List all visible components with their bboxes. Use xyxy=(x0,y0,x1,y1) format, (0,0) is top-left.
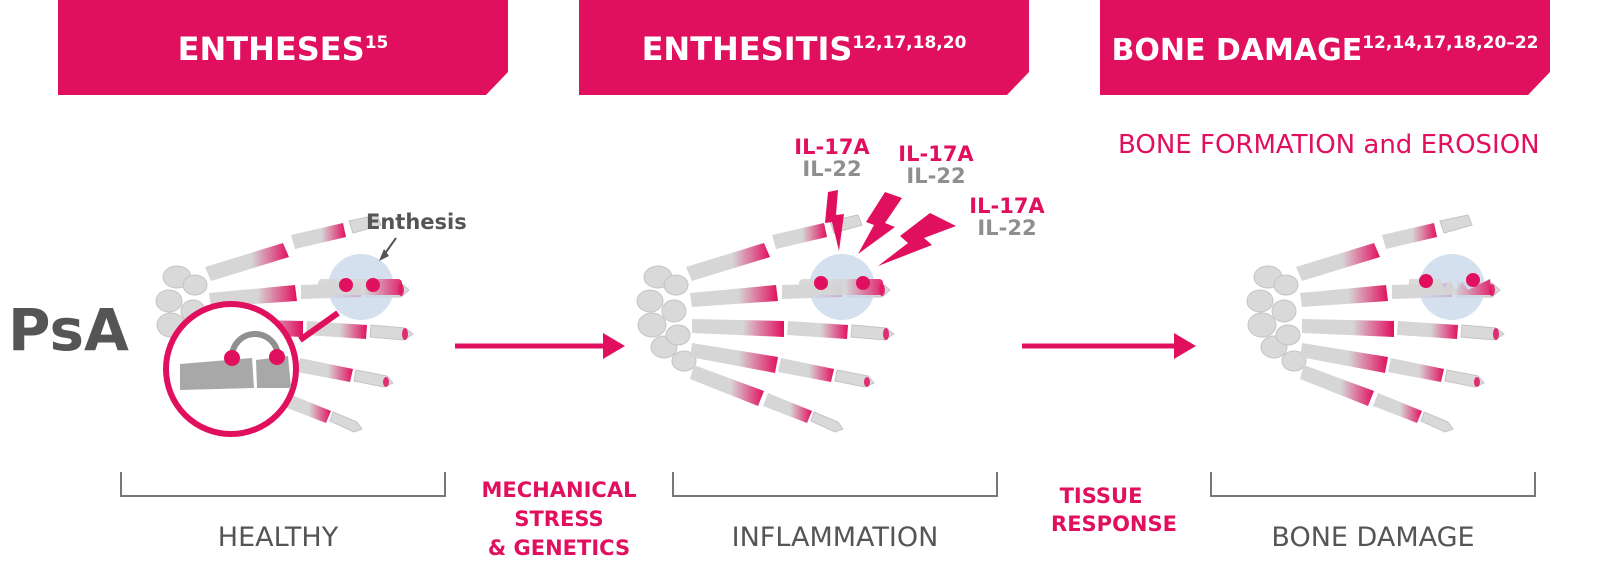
stage-refs-bone-damage: 12,14,17,18,20–22 xyxy=(1362,33,1538,53)
stage-refs-entheses: 15 xyxy=(365,33,389,53)
caption-bone-damage: BONE DAMAGE xyxy=(1271,522,1474,553)
hand-inflamed xyxy=(636,214,895,433)
svg-text:ENTHESES15: ENTHESES15 xyxy=(178,30,389,68)
bracket-healthy xyxy=(120,472,446,497)
svg-text:IL-22: IL-22 xyxy=(977,216,1036,240)
transition-label-1: MECHANICAL STRESS & GENETICS xyxy=(482,478,637,560)
stage-refs-enthesitis: 12,17,18,20 xyxy=(852,33,966,53)
svg-text:IL-22: IL-22 xyxy=(802,157,861,181)
svg-text:& GENETICS: & GENETICS xyxy=(488,536,630,560)
stage-banner-bone-damage: BONE DAMAGE12,14,17,18,20–22 xyxy=(1100,0,1550,95)
bracket-bone-damage xyxy=(1210,472,1536,497)
svg-text:RESPONSE: RESPONSE xyxy=(1051,512,1177,536)
svg-text:MECHANICAL: MECHANICAL xyxy=(482,478,637,502)
hand-bone-damage xyxy=(1246,214,1505,433)
stage-title-bone-damage: BONE DAMAGE xyxy=(1111,33,1362,68)
bracket-inflammation xyxy=(672,472,998,497)
svg-text:IL-17A: IL-17A xyxy=(969,194,1045,218)
stage-banner-enthesitis: ENTHESITIS12,17,18,20 xyxy=(579,0,1029,95)
stage-title-enthesitis: ENTHESITIS xyxy=(642,30,853,68)
caption-inflammation: INFLAMMATION xyxy=(732,522,939,553)
svg-text:STRESS: STRESS xyxy=(514,507,603,531)
cytokine-label-1: IL-17A IL-22 xyxy=(794,135,870,181)
zoom-joint xyxy=(180,330,291,390)
bone-effect-label: BONE FORMATION and EROSION xyxy=(1118,130,1540,160)
enthesis-callout: Enthesis xyxy=(366,210,467,234)
svg-text:TISSUE: TISSUE xyxy=(1060,484,1143,508)
svg-text:IL-17A: IL-17A xyxy=(898,142,974,166)
cytokine-label-2: IL-17A IL-22 xyxy=(898,142,974,188)
svg-text:IL-22: IL-22 xyxy=(906,164,965,188)
svg-text:ENTHESITIS12,17,18,20: ENTHESITIS12,17,18,20 xyxy=(642,30,967,68)
stage-banner-entheses: ENTHESES15 xyxy=(58,0,508,95)
cytokine-bolts xyxy=(825,190,956,266)
disease-label: PsA xyxy=(8,296,129,364)
svg-text:BONE DAMAGE12,14,17,18,20–22: BONE DAMAGE12,14,17,18,20–22 xyxy=(1111,33,1538,68)
cytokine-label-3: IL-17A IL-22 xyxy=(969,194,1045,240)
transition-label-2: TISSUE RESPONSE xyxy=(1051,484,1177,536)
stage-title-entheses: ENTHESES xyxy=(178,30,365,68)
caption-healthy: HEALTHY xyxy=(218,522,339,553)
svg-text:IL-17A: IL-17A xyxy=(794,135,870,159)
